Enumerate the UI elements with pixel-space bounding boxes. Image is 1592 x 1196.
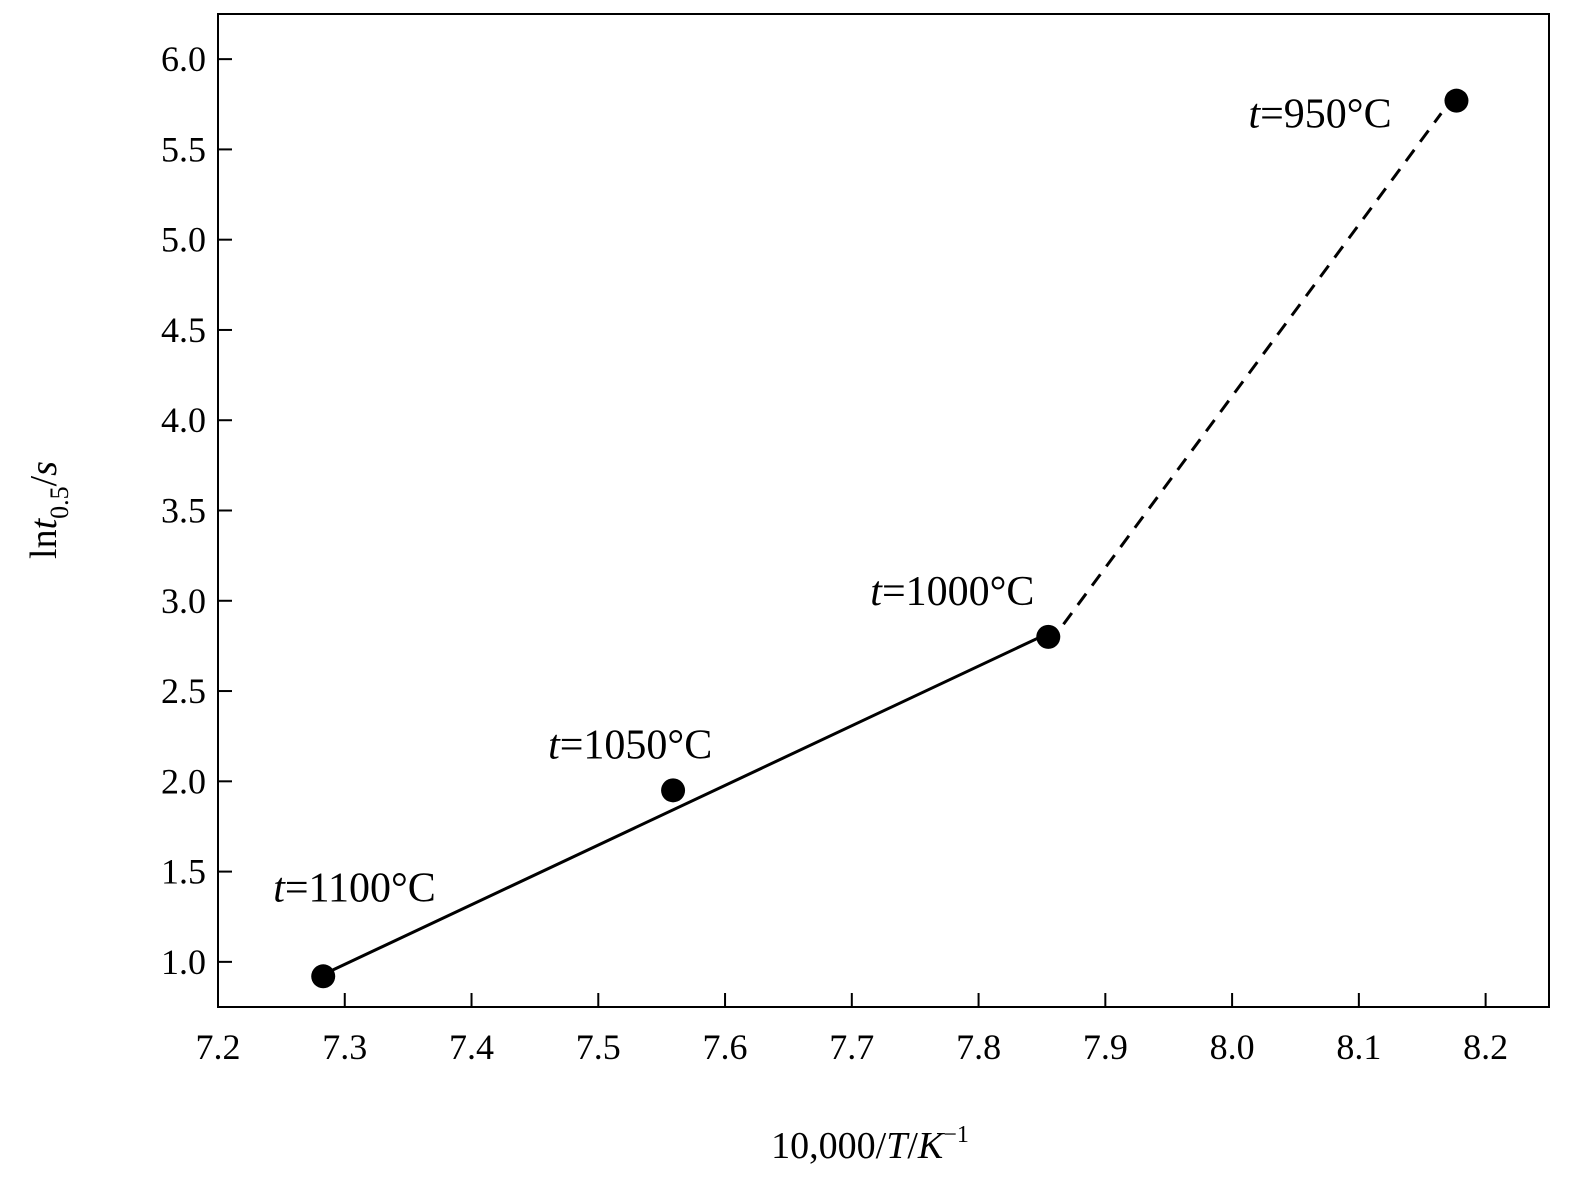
data-point [311,964,336,989]
solid-fit-line [322,631,1049,976]
y-tick-label: 5.5 [161,129,206,169]
point-labels: t=1100°C t=1050°C t=1000°C t=950°C [273,92,1391,912]
x-tick-label: 7.3 [322,1027,367,1067]
y-tick-label: 3.5 [161,491,206,531]
y-tick-label: 5.0 [161,220,206,260]
x-tick-label: 8.2 [1463,1027,1508,1067]
y-axis-title: lnt0.5/s [23,461,74,559]
x-axis-title: 10,000/T/K−1 [771,1122,969,1167]
data-point [661,778,686,803]
point-label: t=950°C [1248,92,1391,138]
y-tick-label: 4.0 [161,400,206,440]
point-label: t=1100°C [273,865,436,911]
x-tick-label: 7.5 [576,1027,621,1067]
dashed-fit-line [1062,112,1443,626]
x-axis: 7.2 7.3 7.4 7.5 7.6 7.7 7.8 7.9 8.0 8.1 8.2 [196,993,1508,1067]
fit-lines [322,112,1443,976]
y-tick-label: 2.5 [161,671,206,711]
x-tick-label: 7.7 [829,1027,874,1067]
x-tick-label: 7.6 [703,1027,748,1067]
y-tick-label: 3.0 [161,581,206,621]
data-point [1036,624,1061,649]
data-point [1444,88,1469,113]
point-label: t=1000°C [870,569,1034,615]
y-tick-label: 1.0 [161,942,206,982]
y-axis: 1.0 1.5 2.0 2.5 3.0 3.5 4.0 4.5 5.0 5.5 6.0 [161,39,232,982]
x-tick-label: 7.9 [1083,1027,1128,1067]
point-label: t=1050°C [548,722,712,768]
data-points [311,88,1469,989]
plot-frame [217,13,1550,1008]
y-tick-label: 4.5 [161,310,206,350]
x-tick-label: 7.4 [449,1027,494,1067]
x-tick-label: 7.8 [956,1027,1001,1067]
y-tick-label: 1.5 [161,852,206,892]
x-tick-label: 8.1 [1336,1027,1381,1067]
x-tick-label: 8.0 [1210,1027,1255,1067]
x-tick-label: 7.2 [196,1027,241,1067]
y-tick-label: 2.0 [161,761,206,801]
y-tick-label: 6.0 [161,39,206,79]
